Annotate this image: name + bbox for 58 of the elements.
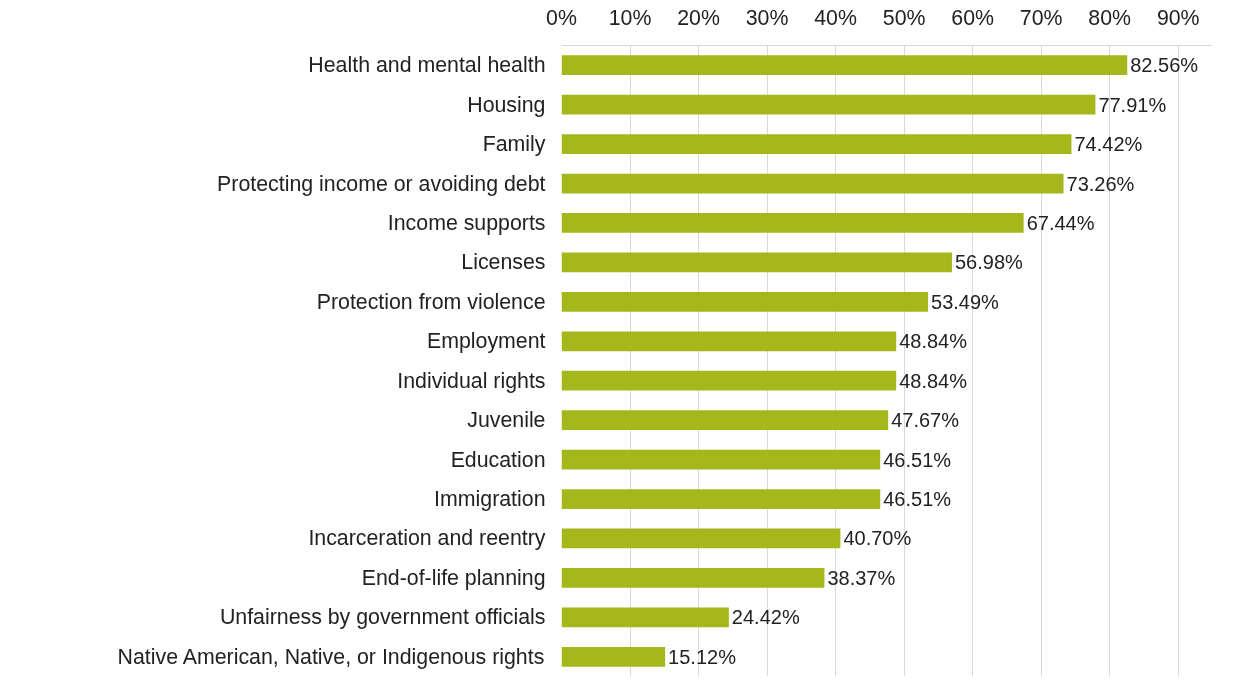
data-label: 82.56% (1130, 54, 1199, 77)
x-tick-label: 0% (546, 5, 577, 30)
x-tick-label: 20% (677, 5, 720, 30)
data-label: 67.44% (1026, 211, 1095, 234)
x-tick-label: 80% (1088, 5, 1132, 30)
y-tick-label: Native American, Native, or Indigenous rights (117, 644, 545, 669)
y-tick-label: Protecting income or avoiding debt (217, 171, 546, 196)
x-tick-label: 30% (745, 5, 789, 30)
data-label: 53.49% (931, 290, 1000, 313)
bar (561, 410, 889, 431)
y-tick-label: Licenses (461, 250, 546, 275)
data-label: 40.70% (843, 527, 912, 550)
bar (561, 331, 897, 352)
data-label: 46.51% (883, 448, 952, 471)
data-label: 73.26% (1066, 172, 1135, 195)
data-label: 77.91% (1098, 93, 1167, 116)
data-label: 48.84% (899, 330, 968, 353)
bar (561, 568, 825, 588)
y-tick-label: Family (482, 132, 546, 157)
bar (561, 252, 952, 273)
y-tick-label: Employment (426, 329, 546, 354)
bar (561, 646, 666, 667)
data-label: 48.84% (899, 369, 968, 392)
bar (561, 94, 1096, 115)
y-tick-label: Education (450, 447, 546, 472)
x-tick-label: 40% (814, 5, 857, 30)
bar (561, 370, 897, 391)
y-tick-label: Housing (467, 92, 546, 117)
y-tick-label: Unfairness by government officials (219, 605, 546, 630)
y-tick-label: Juvenile (467, 408, 546, 433)
bar (561, 607, 729, 628)
data-label: 38.37% (827, 566, 896, 589)
x-tick-label: 10% (608, 5, 652, 30)
bar (561, 449, 881, 470)
y-tick-label: Health and mental health (308, 53, 546, 78)
bar (561, 528, 841, 549)
bar (561, 489, 881, 509)
data-label: 46.51% (883, 488, 952, 511)
bar (561, 213, 1024, 233)
bar (561, 134, 1072, 154)
bar (561, 291, 929, 312)
y-tick-label: Immigration (434, 487, 546, 512)
bar (561, 173, 1064, 194)
data-label: 74.42% (1074, 133, 1143, 156)
data-label: 24.42% (731, 606, 800, 629)
x-tick-label: 90% (1156, 5, 1200, 30)
data-label: 47.67% (891, 409, 960, 432)
y-tick-label: Incarceration and reentry (308, 526, 546, 551)
x-tick-label: 60% (951, 5, 995, 30)
x-tick-label: 70% (1019, 5, 1063, 30)
x-tick-label: 50% (882, 5, 926, 30)
data-label: 15.12% (668, 645, 737, 668)
data-label: 56.98% (954, 251, 1024, 274)
y-tick-label: End-of-life planning (361, 565, 546, 590)
y-tick-label: Individual rights (397, 368, 546, 393)
y-tick-label: Income supports (387, 210, 546, 235)
bar (561, 55, 1128, 76)
y-tick-label: Protection from violence (316, 289, 546, 314)
